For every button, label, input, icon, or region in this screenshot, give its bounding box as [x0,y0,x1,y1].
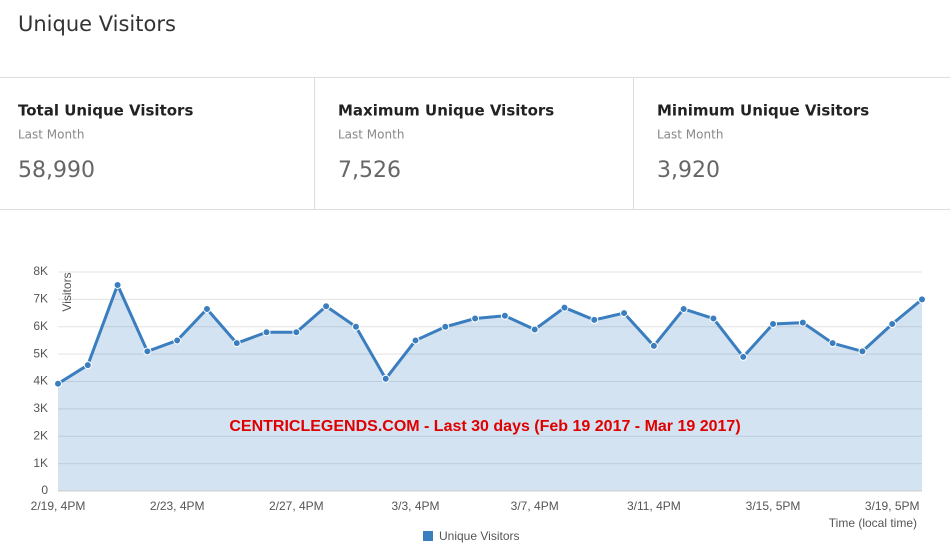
x-tick-label: 2/19, 4PM [31,499,86,513]
y-tick-label: 4K [33,374,48,388]
point [649,341,658,350]
point [322,302,331,311]
point [441,322,450,331]
x-tick-label: 3/15, 5PM [746,499,801,513]
y-tick-label: 6K [33,319,48,333]
point [828,339,837,348]
page-title: Unique Visitors [18,12,176,36]
stat-period: Last Month [18,128,84,142]
point [769,320,778,329]
x-tick-label: 3/7, 4PM [511,499,559,513]
point [888,320,897,329]
point [739,352,748,361]
y-tick-label: 0 [41,483,48,497]
point [381,374,390,383]
y-tick-label: 8K [33,264,48,278]
point [620,309,629,318]
point [560,303,569,312]
point [679,304,688,313]
x-axis-label: Time (local time) [829,516,917,530]
stat-period: Last Month [657,128,723,142]
point [173,336,182,345]
x-tick-label: 2/27, 4PM [269,499,324,513]
point [858,347,867,356]
y-axis-label: Visitors [60,272,74,311]
stat-value: 7,526 [338,158,401,183]
stat-value: 58,990 [18,158,95,183]
y-tick-label: 5K [33,346,48,360]
x-tick-label: 2/23, 4PM [150,499,205,513]
x-tick-label: 3/19, 5PM [865,499,920,513]
point [262,328,271,337]
legend-swatch [423,531,433,541]
point [411,336,420,345]
x-tick-label: 3/3, 4PM [392,499,440,513]
point [798,318,807,327]
point [351,322,360,331]
point [471,314,480,323]
x-tick-label: 3/11, 4PM [627,499,681,513]
point [202,304,211,313]
point [709,314,718,323]
point [500,311,509,320]
point [113,280,122,289]
y-tick-label: 2K [33,428,48,442]
point [232,339,241,348]
stat-card: Minimum Unique Visitors Last Month 3,920 [657,102,869,184]
point [918,295,926,304]
point [54,379,62,388]
stat-title: Total Unique Visitors [18,102,193,120]
y-tick-label: 1K [33,456,48,470]
point [292,328,301,337]
point [143,347,152,356]
point [530,325,539,334]
annotation: CENTRICLEGENDS.COM - Last 30 days (Feb 1… [229,418,740,435]
point [83,361,92,370]
y-tick-label: 3K [33,401,48,415]
line [57,281,923,385]
stat-card: Total Unique Visitors Last Month 58,990 [18,102,193,184]
stat-value: 3,920 [657,158,720,183]
stat-title: Maximum Unique Visitors [338,102,554,120]
stat-period: Last Month [338,128,404,142]
area [58,284,922,491]
stat-card: Maximum Unique Visitors Last Month 7,526 [338,102,554,184]
stat-title: Minimum Unique Visitors [657,102,869,120]
point [590,315,599,324]
legend-label: Unique Visitors [439,529,519,543]
y-tick-label: 7K [33,292,48,306]
chart: 0 1K 2K 3K 4K 5K 6K 7K 8K 2/19, 4PM 2/23, 4PM 2/27,… [31,264,926,543]
